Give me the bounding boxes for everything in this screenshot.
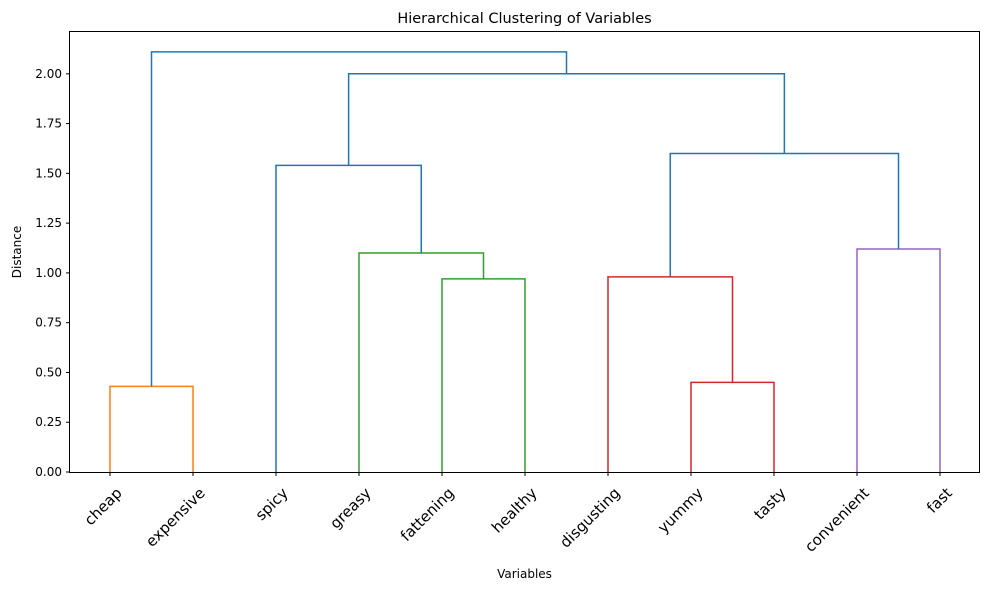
y-axis-title: Distance	[10, 226, 24, 278]
y-tick-label: 2.00	[35, 67, 62, 81]
y-tick-label: 1.00	[35, 266, 62, 280]
chart-title: Hierarchical Clustering of Variables	[397, 11, 651, 27]
y-axis: 0.00 0.25 0.50 0.75 1.00 1.25 1.50 1.75 2.00	[35, 67, 70, 479]
dendrogram-link-10	[150, 51, 568, 387]
y-tick-label: 1.25	[35, 216, 62, 230]
y-tick-label: 0.50	[35, 365, 62, 379]
y-tick-label: 1.50	[35, 166, 62, 180]
y-tick-label: 0.75	[35, 316, 62, 330]
x-axis-title: Variables	[497, 567, 552, 581]
y-tick-label: 0.00	[35, 465, 62, 479]
dendrogram-links	[109, 51, 941, 472]
y-tick-label: 1.75	[35, 117, 62, 131]
y-tick-label: 0.25	[35, 415, 62, 429]
